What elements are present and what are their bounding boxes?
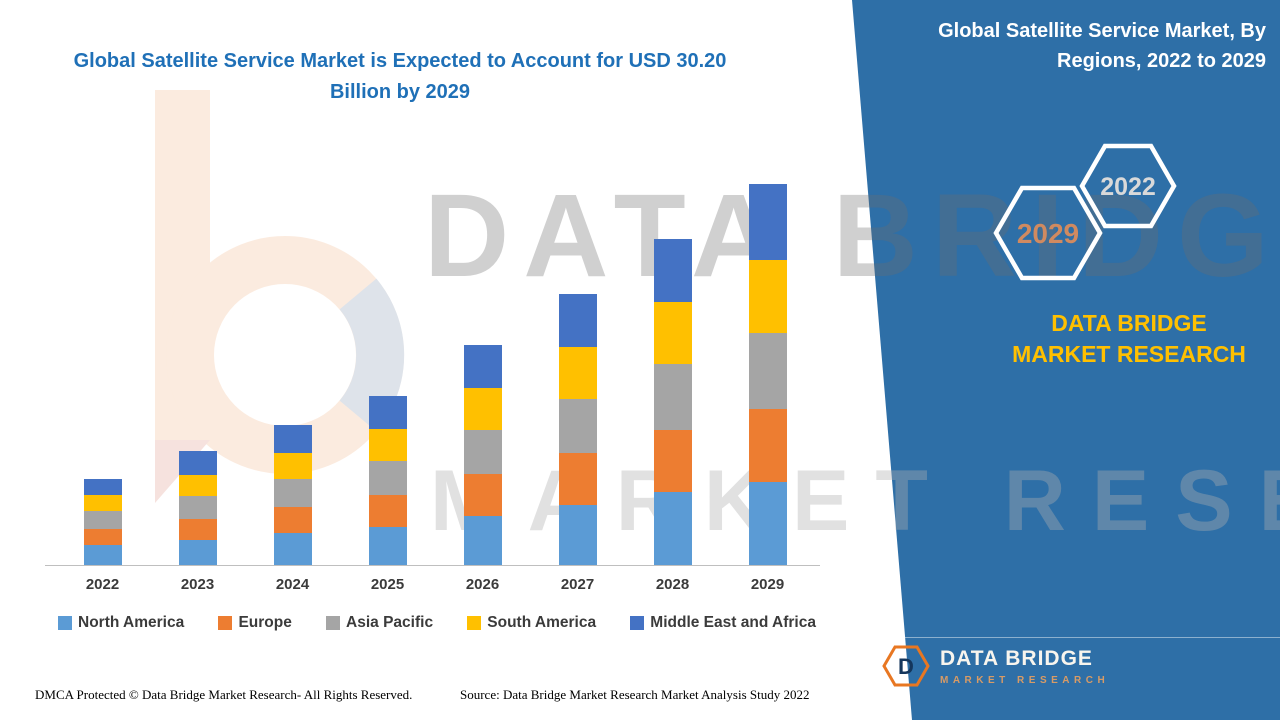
bar-segment-middle-east-africa-2022: [83, 479, 122, 495]
legend-swatch-europe: [218, 616, 233, 630]
brand-logo-hexagon-icon: D: [882, 645, 930, 687]
x-axis-label-2022: 2022: [85, 576, 120, 593]
legend-label-south-america: South America: [487, 614, 597, 631]
bar-segment-south-america-2022: [83, 495, 122, 511]
bar-2025: [368, 396, 407, 565]
legend-label-europe: Europe: [238, 614, 292, 631]
x-axis-label-2027: 2027: [560, 576, 595, 593]
bar-segment-asia-pacific-2024: [273, 479, 312, 507]
bar-2028: [653, 239, 692, 565]
legend-label-asia-pacific: Asia Pacific: [346, 614, 434, 631]
bar-segment-north-america-2029: [748, 482, 787, 565]
x-axis-label-2024: 2024: [275, 576, 310, 593]
panel-title: Global Satellite Service Market, By Regi…: [938, 20, 1266, 72]
bar-segment-middle-east-africa-2023: [178, 451, 217, 475]
brand-logo: D DATA BRIDGE MARKET RESEARCH: [882, 642, 1109, 690]
bar-segment-middle-east-africa-2028: [653, 239, 692, 302]
bar-segment-europe-2026: [463, 474, 502, 516]
bar-segment-north-america-2026: [463, 516, 502, 565]
bar-segment-europe-2028: [653, 430, 692, 492]
bar-segment-asia-pacific-2022: [83, 511, 122, 529]
brand-wordmark: DATA BRIDGE MARKET RESEARCH: [1012, 310, 1246, 368]
bar-segment-asia-pacific-2023: [178, 496, 217, 519]
bar-segment-asia-pacific-2029: [748, 333, 787, 409]
bar-segment-europe-2024: [273, 507, 312, 533]
bar-segment-europe-2027: [558, 453, 597, 505]
x-axis-line: [45, 565, 820, 566]
bar-segment-south-america-2024: [273, 453, 312, 479]
bar-segment-north-america-2027: [558, 505, 597, 565]
legend-item-europe: Europe: [218, 614, 292, 632]
bar-segment-north-america-2028: [653, 492, 692, 565]
logo-separator-line: [886, 637, 1280, 638]
legend-swatch-north-america: [58, 616, 72, 630]
plot-area: [55, 160, 815, 565]
bar-2029: [748, 184, 787, 565]
legend-label-middle-east-africa: Middle East and Africa: [650, 614, 816, 631]
bar-2024: [273, 425, 312, 565]
legend-item-south-america: South America: [467, 614, 596, 632]
x-axis-label-2023: 2023: [180, 576, 215, 593]
bar-2026: [463, 345, 502, 565]
bar-2027: [558, 294, 597, 565]
bar-segment-europe-2029: [748, 409, 787, 482]
bar-segment-north-america-2023: [178, 540, 217, 565]
bar-segment-south-america-2027: [558, 347, 597, 399]
bar-segment-europe-2025: [368, 495, 407, 527]
bar-2022: [83, 479, 122, 565]
bar-segment-north-america-2024: [273, 533, 312, 565]
bar-segment-north-america-2022: [83, 545, 122, 565]
legend-item-north-america: North America: [58, 614, 184, 632]
brand-logo-subtitle: MARKET RESEARCH: [940, 674, 1110, 686]
legend-swatch-asia-pacific: [326, 616, 341, 630]
legend-item-middle-east-africa: Middle East and Africa: [630, 614, 816, 632]
source-note: Source: Data Bridge Market Research Mark…: [460, 687, 810, 702]
legend: North America Europe Asia Pacific South Ame…: [58, 614, 816, 632]
legend-swatch-middle-east-africa: [630, 616, 645, 630]
brand-logo-letter: D: [898, 654, 914, 679]
x-axis-labels: 2022 2023 2024 2025 2026 2027 2028 2029: [55, 576, 815, 600]
x-axis-label-2026: 2026: [465, 576, 500, 593]
bar-segment-asia-pacific-2028: [653, 364, 692, 430]
legend-label-north-america: North America: [78, 614, 185, 631]
bar-segment-north-america-2025: [368, 527, 407, 565]
bar-segment-south-america-2026: [463, 388, 502, 430]
bar-segment-middle-east-africa-2024: [273, 425, 312, 453]
dmca-notice: DMCA Protected © Data Bridge Market Rese…: [35, 687, 413, 702]
bar-segment-middle-east-africa-2025: [368, 396, 407, 429]
brand-logo-name: DATA BRIDGE: [940, 646, 1093, 670]
bar-segment-middle-east-africa-2029: [748, 184, 787, 260]
x-axis-label-2029: 2029: [750, 576, 785, 593]
bar-segment-europe-2022: [83, 529, 122, 545]
legend-swatch-south-america: [467, 616, 482, 630]
x-axis-label-2028: 2028: [655, 576, 690, 593]
legend-item-asia-pacific: Asia Pacific: [326, 614, 433, 632]
bar-segment-asia-pacific-2025: [368, 461, 407, 495]
bar-segment-south-america-2028: [653, 302, 692, 364]
bar-segment-south-america-2023: [178, 475, 217, 496]
main-title: Global Satellite Service Market is Expec…: [73, 50, 727, 103]
bar-2023: [178, 451, 217, 565]
bar-segment-asia-pacific-2027: [558, 399, 597, 453]
brand-logo-texts: DATA BRIDGE MARKET RESEARCH: [940, 647, 1109, 686]
x-axis-label-2025: 2025: [370, 576, 405, 593]
bar-segment-europe-2023: [178, 519, 217, 540]
bar-segment-middle-east-africa-2026: [463, 345, 502, 388]
bar-segment-south-america-2029: [748, 260, 787, 333]
bar-segment-asia-pacific-2026: [463, 430, 502, 474]
bar-segment-south-america-2025: [368, 429, 407, 461]
bar-segment-middle-east-africa-2027: [558, 294, 597, 347]
